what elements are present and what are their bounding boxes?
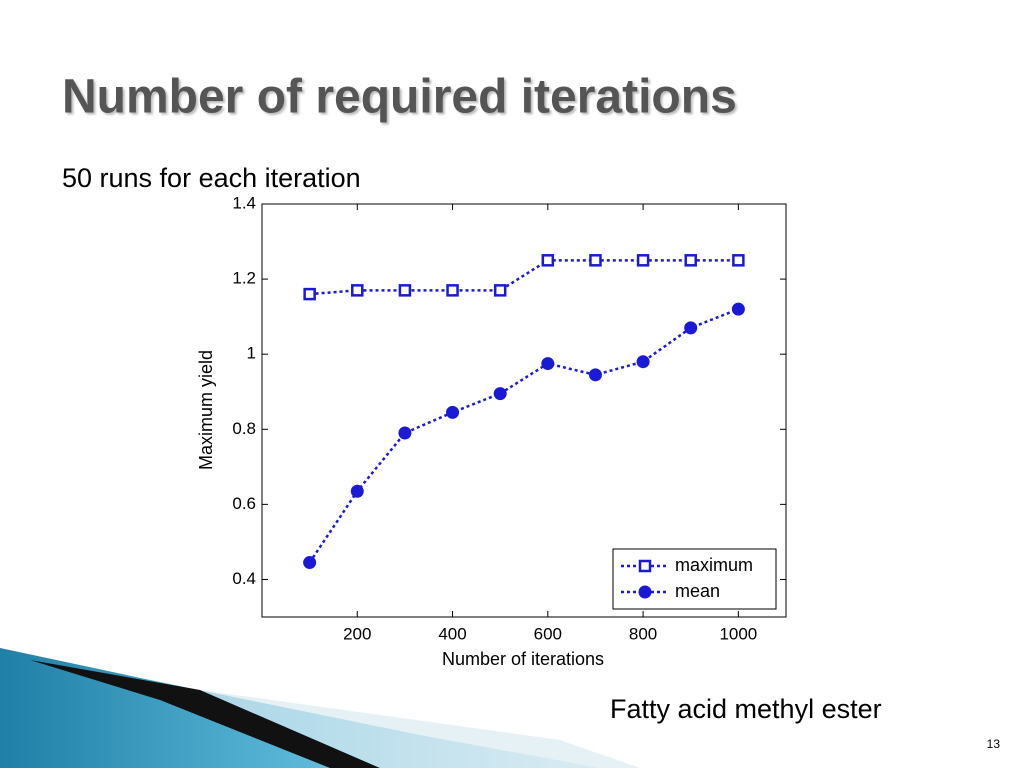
point	[398, 426, 412, 440]
point	[350, 484, 364, 498]
legend-box	[612, 548, 777, 610]
x-tick-label: 200	[343, 624, 371, 643]
point	[636, 254, 650, 267]
decoration	[200, 690, 640, 768]
point	[303, 287, 316, 301]
point	[351, 284, 364, 297]
y-tick-label: 1	[247, 344, 256, 363]
point	[446, 284, 459, 297]
point	[493, 284, 507, 297]
series-line	[309, 259, 739, 296]
decoration	[30, 660, 380, 768]
point	[731, 302, 745, 316]
y-tick-label: 1.4	[232, 193, 256, 212]
page-number: 13	[987, 737, 1001, 751]
point	[493, 387, 507, 401]
x-axis-label: Number of iterations	[442, 649, 604, 669]
point	[732, 254, 745, 267]
y-tick-label: 0.6	[232, 494, 256, 513]
point	[541, 357, 555, 371]
y-tick-label: 1.2	[232, 269, 256, 288]
y-axis-label: Maximum yield	[196, 350, 216, 470]
point	[303, 556, 317, 570]
plot-frame	[261, 203, 787, 618]
point	[589, 254, 602, 267]
x-tick-label: 800	[629, 624, 657, 643]
legend-marker	[638, 559, 652, 573]
legend-label: maximum	[675, 555, 753, 575]
caption: Fatty acid methyl ester	[610, 694, 882, 724]
point	[684, 321, 698, 335]
y-tick-label: 0.8	[232, 419, 256, 438]
x-tick-label: 1000	[719, 624, 757, 643]
y-tick-label: 0.4	[232, 569, 256, 588]
point	[446, 405, 460, 419]
point	[684, 254, 697, 267]
decoration	[0, 648, 600, 768]
legend-marker	[638, 585, 652, 599]
point	[541, 254, 555, 267]
point	[636, 355, 650, 369]
subtitle: 50 runs for each iteration	[62, 163, 361, 193]
x-tick-label: 600	[534, 624, 562, 643]
x-tick-label: 400	[438, 624, 466, 643]
point	[398, 284, 412, 297]
point	[588, 368, 602, 382]
slide-title: Number of required iterations	[62, 71, 737, 124]
legend-label: mean	[675, 581, 720, 601]
